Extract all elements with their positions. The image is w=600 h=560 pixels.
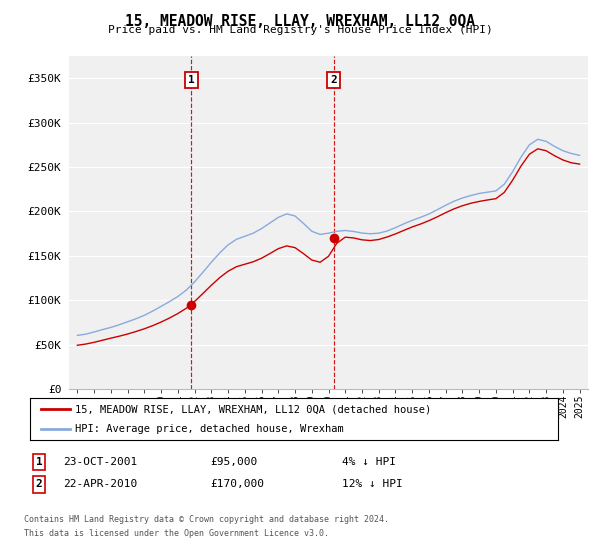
- Text: HPI: Average price, detached house, Wrexham: HPI: Average price, detached house, Wrex…: [75, 424, 344, 434]
- Text: £170,000: £170,000: [210, 479, 264, 489]
- Text: 12% ↓ HPI: 12% ↓ HPI: [342, 479, 403, 489]
- Text: This data is licensed under the Open Government Licence v3.0.: This data is licensed under the Open Gov…: [24, 529, 329, 538]
- Text: £95,000: £95,000: [210, 457, 257, 467]
- Text: 2: 2: [331, 75, 337, 85]
- Text: 15, MEADOW RISE, LLAY, WREXHAM, LL12 0QA: 15, MEADOW RISE, LLAY, WREXHAM, LL12 0QA: [125, 14, 475, 29]
- Text: 23-OCT-2001: 23-OCT-2001: [63, 457, 137, 467]
- Text: 4% ↓ HPI: 4% ↓ HPI: [342, 457, 396, 467]
- Text: 1: 1: [35, 457, 43, 467]
- Text: Contains HM Land Registry data © Crown copyright and database right 2024.: Contains HM Land Registry data © Crown c…: [24, 515, 389, 524]
- Text: 22-APR-2010: 22-APR-2010: [63, 479, 137, 489]
- Text: Price paid vs. HM Land Registry's House Price Index (HPI): Price paid vs. HM Land Registry's House …: [107, 25, 493, 35]
- Text: 1: 1: [188, 75, 195, 85]
- Text: 15, MEADOW RISE, LLAY, WREXHAM, LL12 0QA (detached house): 15, MEADOW RISE, LLAY, WREXHAM, LL12 0QA…: [75, 404, 431, 414]
- Text: 2: 2: [35, 479, 43, 489]
